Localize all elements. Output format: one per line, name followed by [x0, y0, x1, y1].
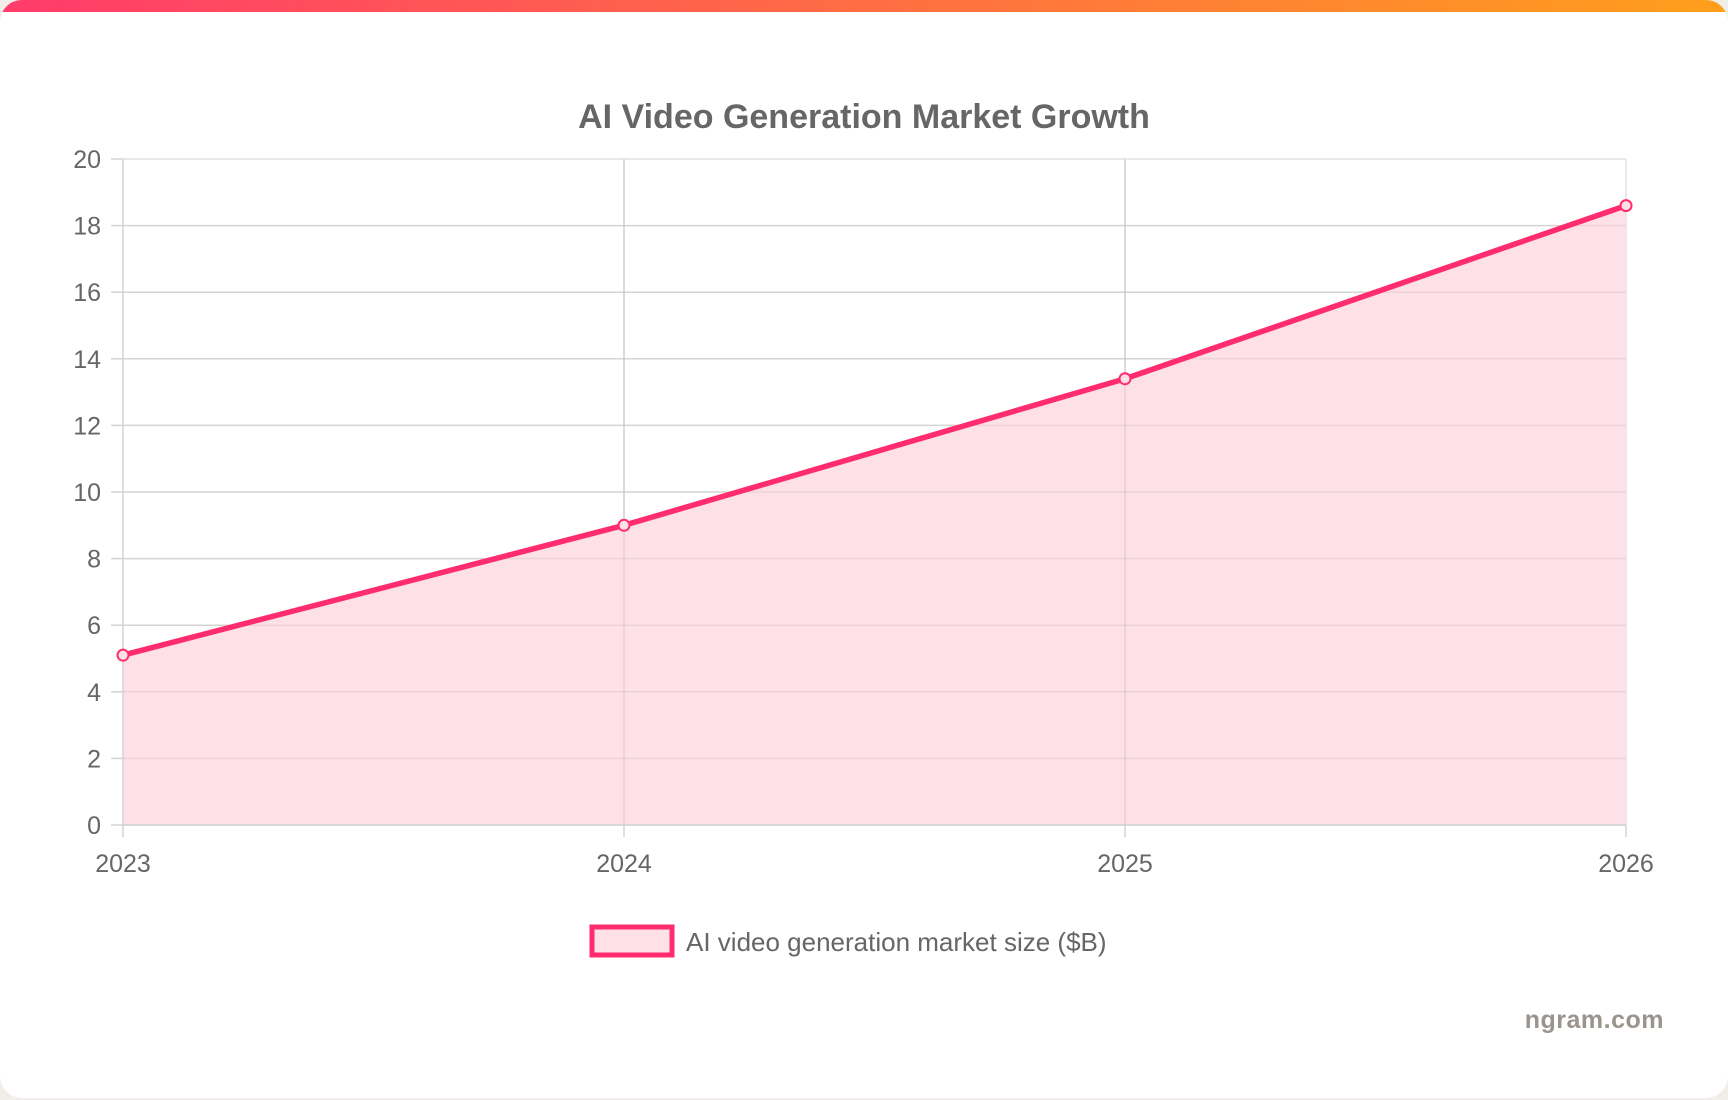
legend[interactable]: AI video generation market size ($B) — [589, 924, 1107, 958]
y-tick-label: 16 — [73, 279, 101, 307]
y-tick-label: 10 — [73, 479, 101, 507]
x-tick-label: 2023 — [95, 850, 151, 878]
legend-label[interactable]: AI video generation market size ($B) — [686, 927, 1107, 957]
y-tick-label: 4 — [87, 679, 101, 707]
x-tick-label: 2025 — [1097, 850, 1153, 878]
y-tick-label: 2 — [87, 745, 101, 773]
y-axis-tick-labels: 0 2 4 6 8 10 12 14 16 18 20 — [73, 146, 101, 840]
x-axis-tick-labels: 2023 2024 2025 2026 — [95, 850, 1654, 878]
watermark: ngram.com — [1524, 1006, 1664, 1034]
data-point — [1619, 199, 1633, 213]
y-tick-label: 6 — [87, 612, 101, 640]
data-point — [1118, 372, 1132, 386]
chart-title: AI Video Generation Market Growth — [578, 98, 1150, 136]
axes — [122, 159, 1626, 826]
x-tick-label: 2024 — [596, 850, 652, 878]
y-tick-label: 20 — [73, 146, 101, 174]
y-tick-label: 8 — [87, 546, 101, 574]
y-tick-label: 0 — [87, 812, 101, 840]
accent-gradient-bar — [0, 0, 1728, 12]
y-tick-label: 12 — [73, 412, 101, 440]
series-area — [120, 159, 1629, 825]
data-point — [116, 648, 130, 662]
y-tick-label: 18 — [73, 213, 101, 241]
legend-swatch[interactable] — [589, 924, 675, 958]
data-point — [617, 518, 631, 532]
y-tick-label: 14 — [73, 346, 101, 374]
x-tick-label: 2026 — [1598, 850, 1654, 878]
series-line — [120, 202, 1629, 658]
series-points — [116, 199, 1633, 662]
series-area-fill — [123, 205, 1626, 825]
